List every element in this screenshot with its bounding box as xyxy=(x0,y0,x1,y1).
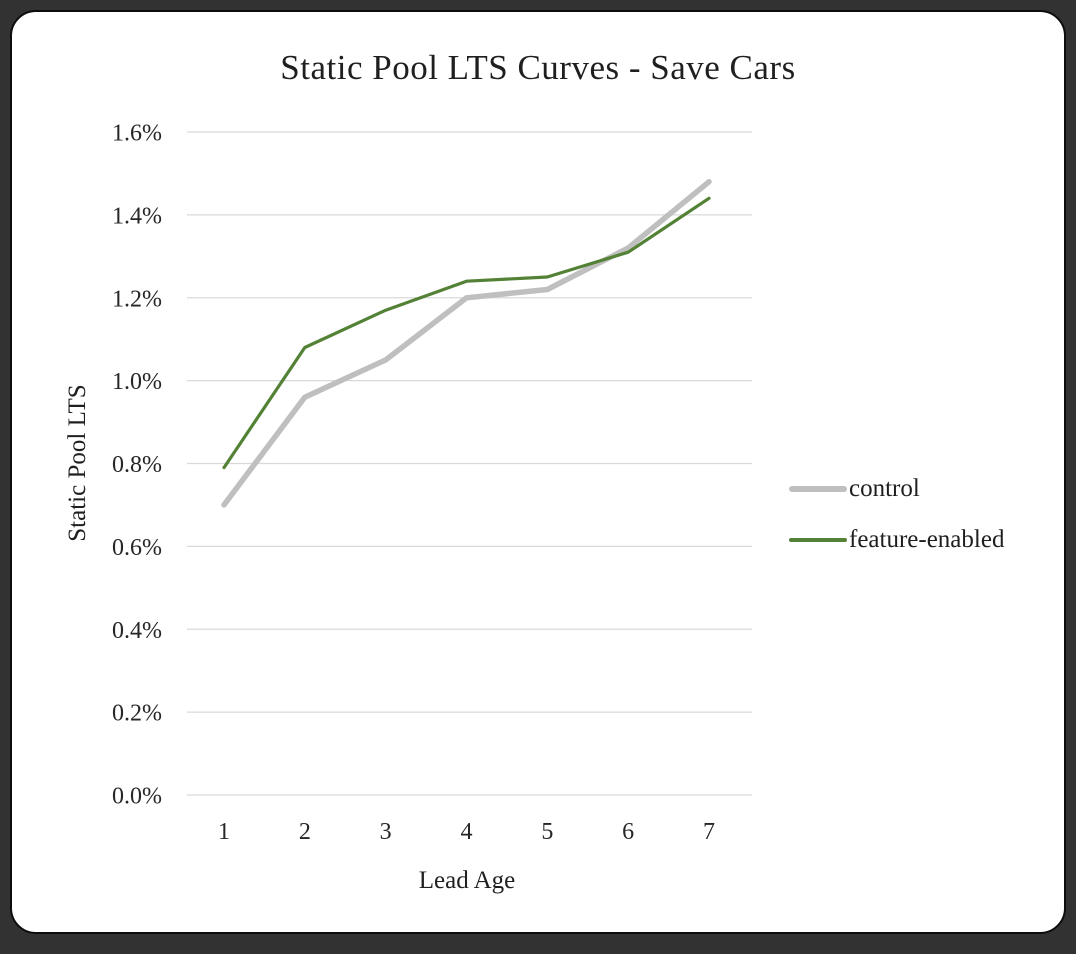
x-tick-label: 2 xyxy=(299,819,311,845)
x-axis-title: Lead Age xyxy=(418,867,516,894)
legend-swatch-control xyxy=(789,486,847,492)
y-tick-label: 1.6% xyxy=(112,121,162,147)
series-line-control xyxy=(221,178,712,508)
y-tick-label: 1.2% xyxy=(112,286,162,312)
legend-label-control: control xyxy=(849,475,920,502)
legend-item-control: control xyxy=(789,475,920,503)
y-tick-label: 0.4% xyxy=(112,618,162,644)
legend-label-feature-enabled: feature-enabled xyxy=(849,526,1005,553)
chart-card: Static Pool LTS Curves - Save Cars 0.0% 0… xyxy=(10,10,1066,934)
y-tick-label: 1.0% xyxy=(112,369,162,395)
y-tick-label: 0.0% xyxy=(112,784,162,810)
y-tick-label: 1.4% xyxy=(112,203,162,229)
y-tick-label: 0.8% xyxy=(112,452,162,478)
x-tick-label: 6 xyxy=(622,819,634,845)
x-tick-label: 7 xyxy=(703,819,715,845)
legend-item-feature-enabled: feature-enabled xyxy=(789,526,1004,554)
y-tick-label: 0.2% xyxy=(112,701,162,727)
series-line-feature-enabled xyxy=(222,196,711,470)
x-tick-label: 1 xyxy=(218,819,230,845)
x-tick-label: 5 xyxy=(541,819,553,845)
lts-line-chart-plot: 0.0% 0.2% 0.4% 0.6% 0.8% 1.0% 1.2% 1.4% 1.6% 1 2 3 4… xyxy=(112,121,752,845)
x-tick-label: 3 xyxy=(380,819,392,845)
legend-swatch-feature-enabled xyxy=(789,538,847,542)
y-tick-label: 0.6% xyxy=(112,535,162,561)
chart-title: Static Pool LTS Curves - Save Cars xyxy=(280,48,796,87)
y-axis-title: Static Pool LTS xyxy=(64,384,91,542)
x-tick-label: 4 xyxy=(460,819,472,845)
